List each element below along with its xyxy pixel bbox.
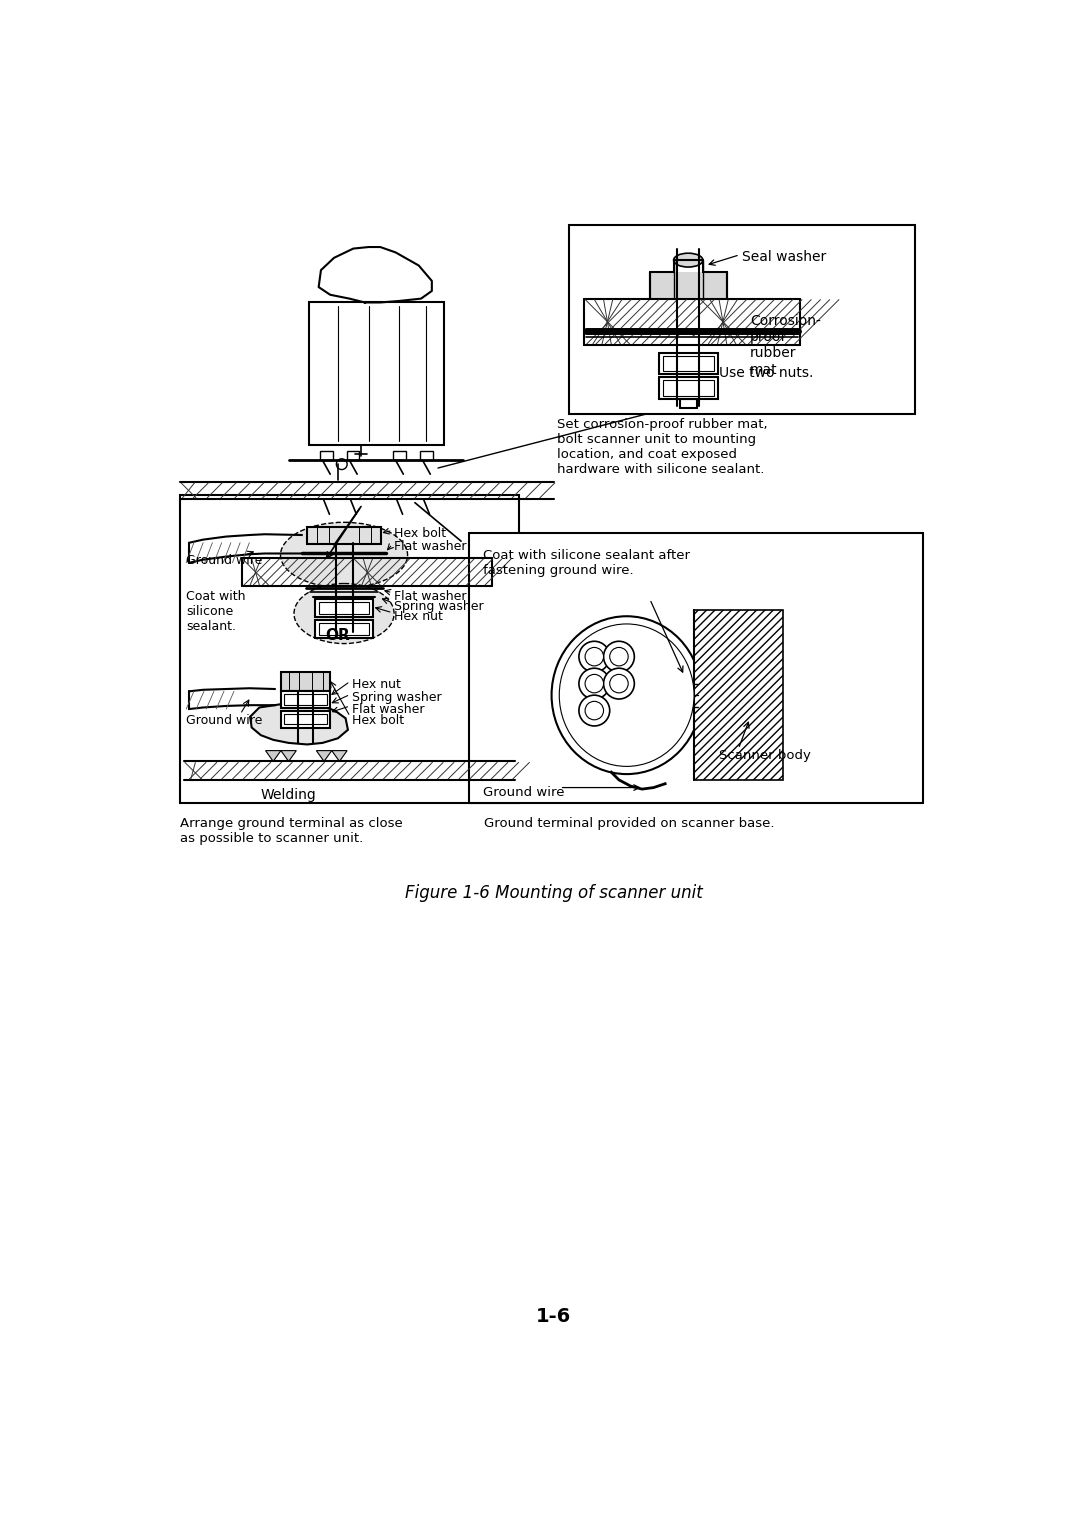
Text: Flat washer: Flat washer (352, 703, 424, 716)
Bar (420, 452, 433, 461)
Ellipse shape (552, 617, 702, 774)
Circle shape (585, 647, 604, 665)
Bar (663, 356, 714, 371)
Bar (314, 598, 374, 618)
Text: Corrosion-
proof
rubber
mat: Corrosion- proof rubber mat (750, 314, 821, 377)
Text: Coat with
silicone
sealant.: Coat with silicone sealant. (186, 589, 246, 633)
Bar (673, 664, 704, 726)
Bar (677, 671, 699, 719)
Text: OR: OR (325, 629, 350, 642)
Text: Hex bolt: Hex bolt (352, 714, 404, 728)
Text: Use two nuts.: Use two nuts. (719, 366, 813, 380)
Circle shape (610, 647, 629, 665)
Bar (347, 452, 360, 461)
Bar (180, 494, 518, 803)
Text: Seal washer: Seal washer (742, 250, 826, 264)
Polygon shape (251, 703, 348, 745)
Text: Arrange ground terminal as close
as possible to scanner unit.: Arrange ground terminal as close as poss… (180, 816, 403, 845)
Text: Spring washer: Spring washer (352, 691, 442, 705)
Circle shape (610, 674, 629, 693)
Bar (307, 528, 381, 545)
Circle shape (579, 641, 610, 671)
Text: Hex nut: Hex nut (352, 678, 401, 691)
Circle shape (604, 641, 634, 671)
Polygon shape (281, 751, 296, 761)
Circle shape (336, 459, 347, 470)
Bar (309, 302, 444, 446)
Bar (677, 671, 699, 719)
Text: Ground wire: Ground wire (186, 714, 262, 728)
Text: Flat washer: Flat washer (394, 589, 467, 603)
Polygon shape (266, 751, 281, 761)
Bar (663, 380, 714, 395)
Ellipse shape (294, 583, 394, 644)
Bar (469, 534, 923, 803)
Ellipse shape (559, 624, 694, 766)
Bar (694, 610, 783, 780)
Bar (281, 671, 330, 691)
Circle shape (585, 702, 604, 720)
Polygon shape (332, 751, 347, 761)
Text: Flat washer: Flat washer (394, 540, 467, 552)
Bar (569, 226, 916, 414)
Bar (319, 623, 369, 635)
Circle shape (579, 696, 610, 726)
Text: Welding: Welding (260, 787, 316, 801)
Polygon shape (316, 751, 332, 761)
Bar (650, 272, 727, 299)
Text: Hex nut: Hex nut (394, 610, 443, 623)
Bar (320, 452, 333, 461)
Bar (281, 691, 330, 708)
Text: Scanner body: Scanner body (719, 749, 811, 761)
Ellipse shape (281, 522, 407, 588)
Bar (659, 377, 717, 398)
Bar (393, 452, 406, 461)
Text: Ground wire: Ground wire (186, 554, 262, 568)
Text: Figure 1-6 Mounting of scanner unit: Figure 1-6 Mounting of scanner unit (405, 884, 702, 902)
Text: Ground terminal provided on scanner base.: Ground terminal provided on scanner base… (484, 816, 774, 830)
Bar (314, 620, 374, 638)
Text: Spring washer: Spring washer (394, 600, 484, 613)
Bar (284, 714, 327, 725)
Text: Ground wire: Ground wire (483, 786, 564, 800)
Text: 1-6: 1-6 (536, 1308, 571, 1326)
Circle shape (585, 674, 604, 693)
Ellipse shape (674, 253, 703, 267)
Circle shape (579, 668, 610, 699)
Bar (319, 601, 369, 615)
Text: Set corrosion-proof rubber mat,
bolt scanner unit to mounting
location, and coat: Set corrosion-proof rubber mat, bolt sca… (557, 418, 768, 476)
Bar (281, 711, 330, 728)
Bar (284, 694, 327, 705)
Bar (659, 353, 717, 374)
Text: Coat with silicone sealant after
fastening ground wire.: Coat with silicone sealant after fasteni… (483, 549, 690, 577)
Text: Hex bolt: Hex bolt (394, 528, 446, 540)
Circle shape (604, 668, 634, 699)
